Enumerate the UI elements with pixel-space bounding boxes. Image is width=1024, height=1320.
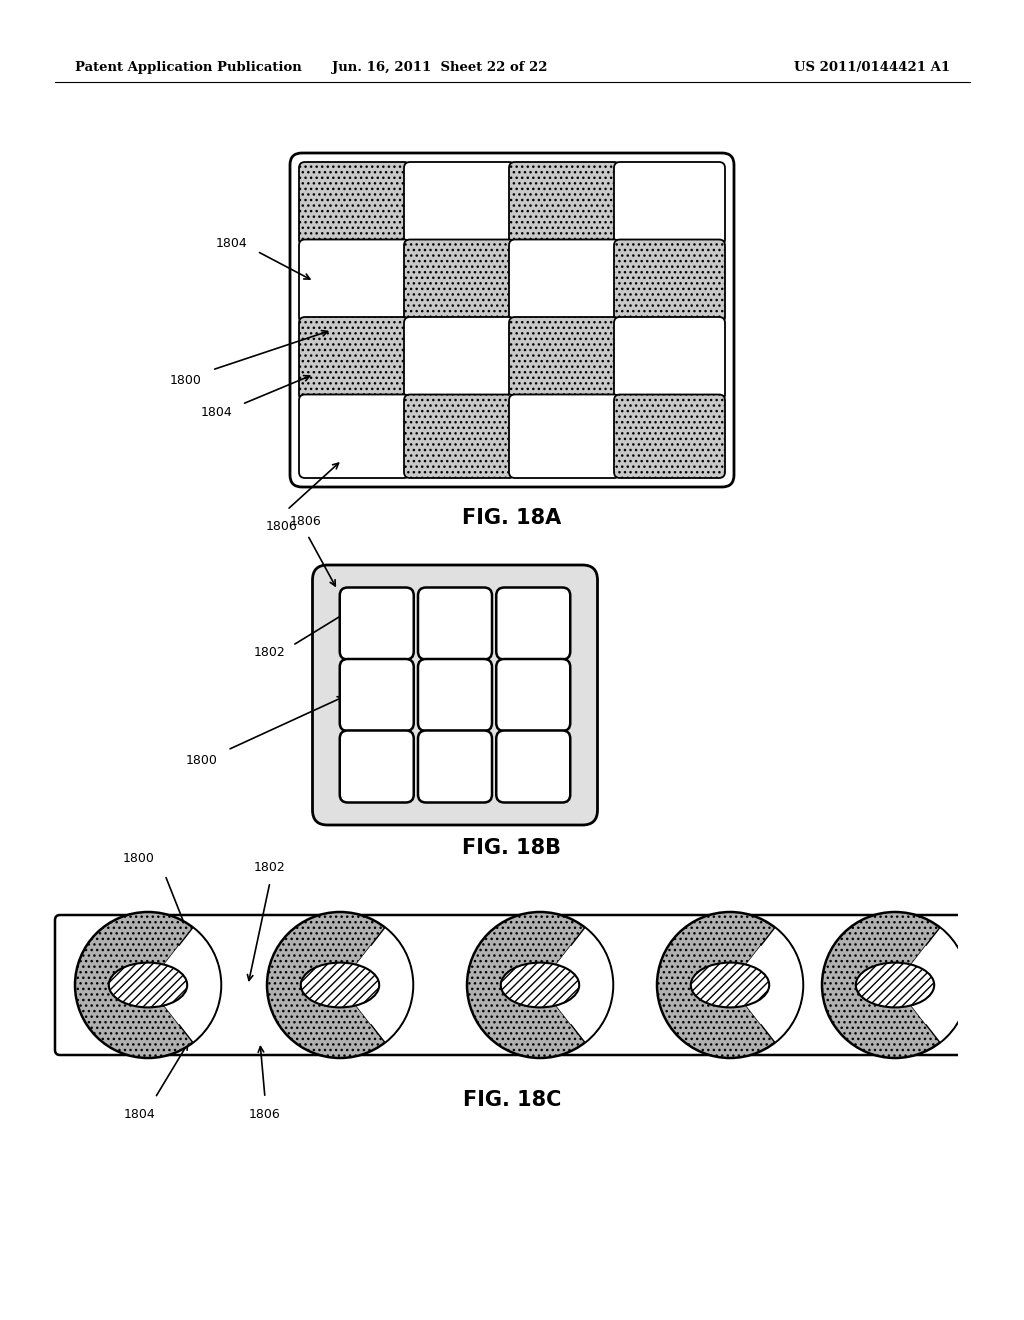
Wedge shape xyxy=(354,928,413,1043)
Wedge shape xyxy=(903,945,945,1024)
FancyBboxPatch shape xyxy=(614,317,725,400)
Wedge shape xyxy=(348,945,390,1024)
FancyBboxPatch shape xyxy=(55,915,965,1055)
FancyBboxPatch shape xyxy=(509,317,620,400)
Text: Jun. 16, 2011  Sheet 22 of 22: Jun. 16, 2011 Sheet 22 of 22 xyxy=(332,62,548,74)
Text: 1806: 1806 xyxy=(290,515,322,528)
FancyBboxPatch shape xyxy=(509,395,620,478)
FancyBboxPatch shape xyxy=(299,317,410,400)
Circle shape xyxy=(75,912,221,1059)
Text: 1802: 1802 xyxy=(254,861,286,874)
Wedge shape xyxy=(738,945,780,1024)
FancyBboxPatch shape xyxy=(614,239,725,323)
Text: Patent Application Publication: Patent Application Publication xyxy=(75,62,302,74)
FancyBboxPatch shape xyxy=(312,565,597,825)
FancyBboxPatch shape xyxy=(418,659,492,731)
Text: 1802: 1802 xyxy=(254,645,286,659)
Text: FIG. 18A: FIG. 18A xyxy=(463,508,561,528)
FancyBboxPatch shape xyxy=(340,730,414,803)
Circle shape xyxy=(467,912,613,1059)
FancyBboxPatch shape xyxy=(299,395,410,478)
Text: 1800: 1800 xyxy=(170,374,202,387)
Text: FIG. 18B: FIG. 18B xyxy=(463,838,561,858)
Wedge shape xyxy=(157,945,198,1024)
FancyBboxPatch shape xyxy=(509,162,620,246)
FancyBboxPatch shape xyxy=(614,395,725,478)
FancyBboxPatch shape xyxy=(614,162,725,246)
Ellipse shape xyxy=(856,962,934,1007)
FancyBboxPatch shape xyxy=(497,587,570,660)
Wedge shape xyxy=(744,928,803,1043)
Ellipse shape xyxy=(301,962,379,1007)
FancyBboxPatch shape xyxy=(404,162,515,246)
Text: 1806: 1806 xyxy=(266,520,298,533)
Ellipse shape xyxy=(109,962,187,1007)
Wedge shape xyxy=(162,928,221,1043)
FancyBboxPatch shape xyxy=(497,730,570,803)
FancyBboxPatch shape xyxy=(404,395,515,478)
FancyBboxPatch shape xyxy=(404,239,515,323)
Text: 1800: 1800 xyxy=(185,754,217,767)
Text: 1806: 1806 xyxy=(249,1107,281,1121)
Wedge shape xyxy=(549,945,590,1024)
FancyBboxPatch shape xyxy=(340,587,414,660)
Text: 1804: 1804 xyxy=(124,1107,156,1121)
Text: 1800: 1800 xyxy=(123,851,155,865)
FancyBboxPatch shape xyxy=(290,153,734,487)
FancyBboxPatch shape xyxy=(418,587,492,660)
FancyBboxPatch shape xyxy=(497,659,570,731)
FancyBboxPatch shape xyxy=(299,162,410,246)
Text: 1804: 1804 xyxy=(201,405,232,418)
Text: US 2011/0144421 A1: US 2011/0144421 A1 xyxy=(794,62,950,74)
Text: 1804: 1804 xyxy=(215,236,247,249)
Bar xyxy=(958,847,1024,1123)
Wedge shape xyxy=(909,928,968,1043)
FancyBboxPatch shape xyxy=(340,659,414,731)
Circle shape xyxy=(657,912,803,1059)
FancyBboxPatch shape xyxy=(509,239,620,323)
Text: FIG. 18C: FIG. 18C xyxy=(463,1090,561,1110)
Ellipse shape xyxy=(501,962,580,1007)
Circle shape xyxy=(267,912,413,1059)
Circle shape xyxy=(822,912,968,1059)
FancyBboxPatch shape xyxy=(404,317,515,400)
Ellipse shape xyxy=(691,962,769,1007)
Wedge shape xyxy=(554,928,613,1043)
FancyBboxPatch shape xyxy=(299,239,410,323)
FancyBboxPatch shape xyxy=(418,730,492,803)
